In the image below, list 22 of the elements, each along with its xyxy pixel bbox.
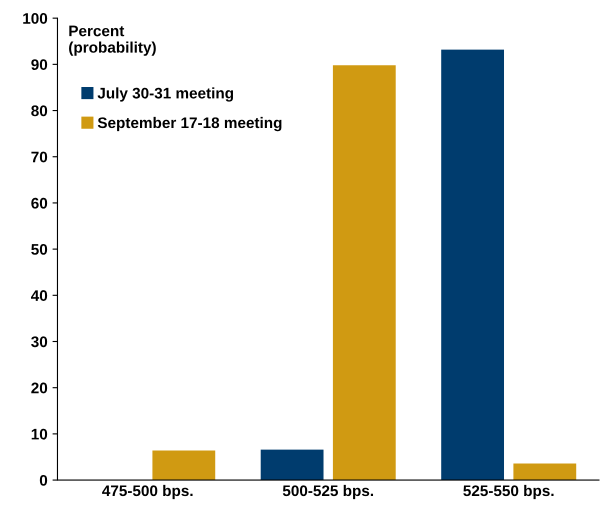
bar bbox=[513, 463, 576, 480]
y-tick-label: 20 bbox=[31, 382, 48, 394]
bar bbox=[441, 50, 504, 480]
legend-label: July 30-31 meeting bbox=[98, 87, 234, 102]
y-tick-label: 90 bbox=[31, 59, 48, 70]
y-tick-label: 0 bbox=[40, 474, 48, 486]
y-tick-label: 60 bbox=[31, 198, 48, 209]
x-tick-label: 525-550 bps. bbox=[463, 484, 554, 500]
bar bbox=[152, 450, 216, 480]
y-tick-label: 10 bbox=[32, 428, 48, 440]
y-tick-label: 30 bbox=[31, 336, 48, 348]
y-tick-label: 100 bbox=[23, 13, 48, 24]
legend-label: September 17-18 meeting bbox=[98, 116, 282, 132]
bar bbox=[332, 65, 396, 480]
x-tick-label: 500-525 bps. bbox=[282, 484, 374, 500]
y-tick-label: 50 bbox=[31, 244, 48, 255]
x-tick-label: 475-500 bps. bbox=[102, 484, 193, 500]
y-tick-label: 80 bbox=[31, 105, 48, 116]
y-tick-label: 40 bbox=[30, 290, 48, 301]
bar bbox=[260, 450, 324, 480]
y-tick-label: 70 bbox=[31, 152, 48, 162]
y-axis-title: Percent (probability) bbox=[69, 26, 156, 56]
